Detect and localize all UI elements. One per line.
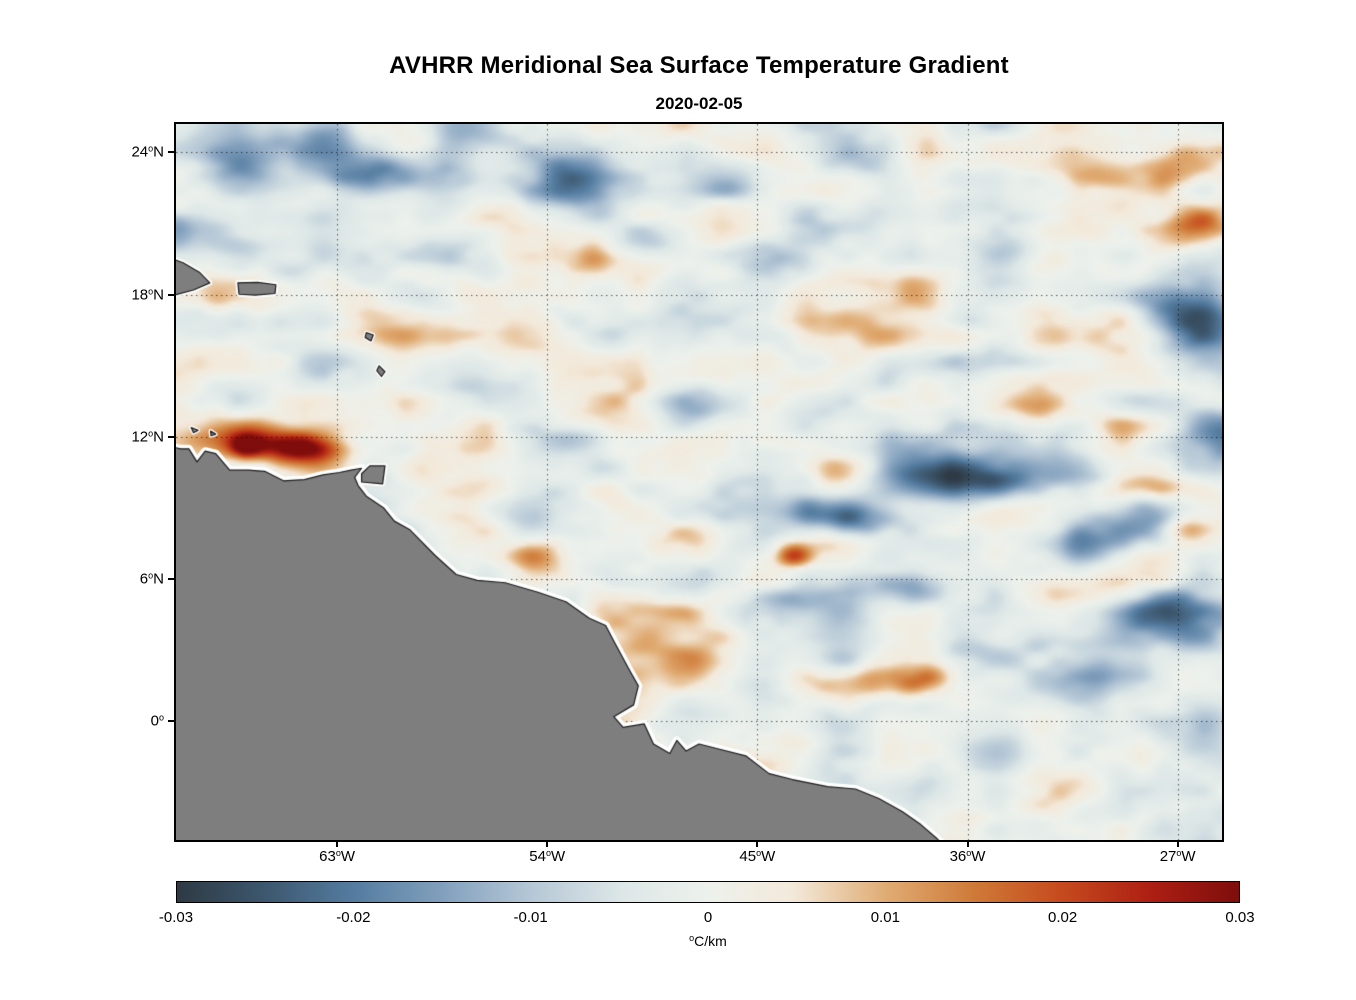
colorbar-tick-label: -0.03 — [158, 909, 194, 926]
units-text: C/km — [694, 933, 727, 949]
x-axis-tick-mark — [1176, 840, 1179, 847]
x-axis-tick-label: 63oW — [292, 848, 382, 865]
tick-label-part: N — [153, 143, 164, 161]
colorbar-gradient — [177, 882, 1239, 902]
tick-label-part: N — [153, 286, 164, 304]
x-axis-tick-mark — [336, 840, 339, 847]
x-axis-tick-mark — [966, 840, 969, 847]
colorbar-tick-label: 0.03 — [1225, 909, 1255, 926]
y-axis-tick-mark — [168, 435, 175, 438]
tick-label-part: 24 — [131, 143, 149, 161]
x-axis-tick-label: 36oW — [923, 848, 1013, 865]
tick-label-part: o — [1176, 848, 1182, 858]
y-axis-tick-label: 24oN — [60, 144, 164, 161]
tick-label-part: o — [545, 848, 551, 858]
x-axis-tick-label: 54oW — [502, 848, 592, 865]
tick-label-part: o — [148, 143, 154, 154]
x-axis-tick-label: 27oW — [1133, 848, 1223, 865]
tick-label-part: W — [971, 848, 986, 865]
chart-date-subtitle: 2020-02-05 — [655, 94, 743, 113]
tick-label-part: W — [340, 848, 356, 865]
tick-label-part: o — [335, 848, 341, 858]
y-axis-tick-mark — [168, 720, 175, 723]
tick-label-part: o — [148, 428, 154, 439]
colorbar — [176, 881, 1240, 903]
y-axis-tick-mark — [168, 578, 175, 581]
x-axis-tick-label: 45oW — [712, 848, 802, 865]
tick-label-part: 6 — [139, 570, 149, 588]
tick-label-part: o — [158, 712, 164, 723]
tick-label-part: 0 — [150, 712, 159, 730]
tick-label-part: 36 — [949, 848, 967, 865]
tick-label-part: 18 — [131, 286, 149, 304]
tick-label-part: W — [551, 848, 566, 865]
tick-label-part: W — [1181, 848, 1196, 865]
colorbar-tick-label: 0.01 — [870, 909, 900, 926]
tick-label-part: o — [148, 570, 154, 581]
colorbar-tick-label: 0 — [703, 909, 713, 926]
colorbar-tick-label: -0.02 — [336, 909, 371, 926]
tick-label-part: o — [756, 848, 762, 858]
tick-label-part: 45 — [739, 848, 757, 865]
tick-label-part: N — [153, 428, 164, 446]
tick-label-part: 63 — [319, 848, 336, 865]
colorbar-tick-label: 0.02 — [1048, 909, 1078, 926]
y-axis-tick-label: 12oN — [60, 428, 164, 445]
tick-label-part: W — [761, 848, 776, 865]
tick-label-part: N — [153, 570, 164, 588]
tick-label-part: o — [148, 286, 154, 297]
units-degree-sup: o — [689, 933, 695, 943]
x-axis-tick-mark — [756, 840, 759, 847]
sst-gradient-heatmap — [176, 124, 1222, 840]
chart-title: AVHRR Meridional Sea Surface Temperature… — [389, 52, 1009, 79]
tick-label-part: 54 — [529, 848, 546, 865]
colorbar-units-label: oC/km — [176, 933, 1240, 949]
map-plot-area — [174, 122, 1224, 842]
y-axis-tick-mark — [168, 293, 175, 296]
tick-label-part: 27 — [1159, 848, 1177, 865]
y-axis-tick-label: 0o — [60, 713, 164, 730]
y-axis-tick-label: 6oN — [60, 571, 164, 588]
y-axis-tick-label: 18oN — [60, 286, 164, 303]
y-axis-tick-mark — [168, 151, 175, 154]
x-axis-tick-mark — [546, 840, 549, 847]
tick-label-part: o — [966, 848, 972, 858]
colorbar-tick-label: -0.01 — [513, 909, 548, 926]
tick-label-part: 12 — [131, 428, 149, 446]
